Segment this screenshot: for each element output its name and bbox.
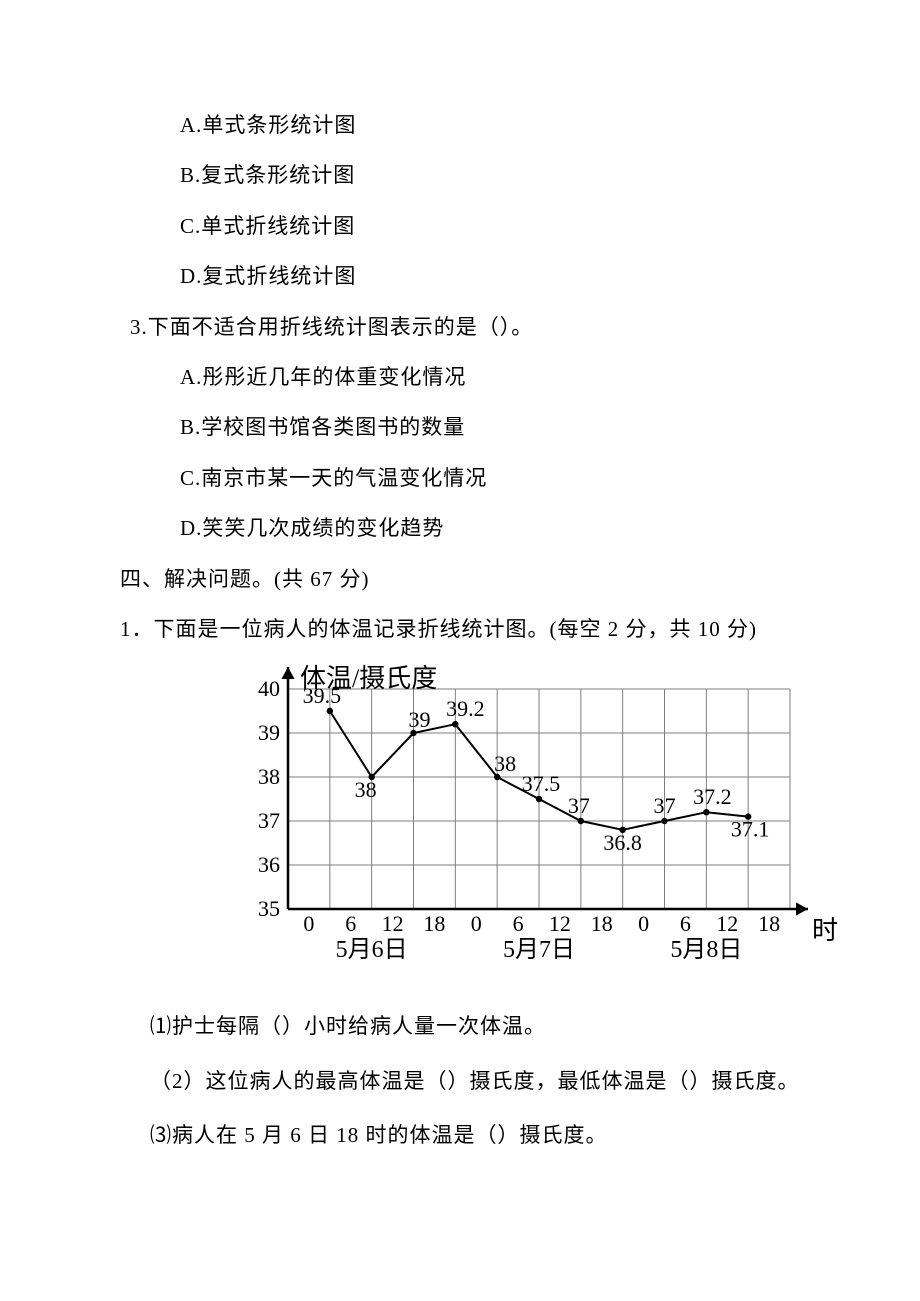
svg-text:6: 6 [680,911,691,936]
svg-text:18: 18 [423,911,445,936]
svg-text:39.5: 39.5 [303,683,342,708]
svg-text:12: 12 [382,911,404,936]
svg-text:38: 38 [355,777,377,802]
q4-1-sub1: ⑴护士每隔（）小时给病人量一次体温。 [150,999,800,1054]
svg-text:37.5: 37.5 [522,771,561,796]
svg-text:39.2: 39.2 [446,696,485,721]
q4-1-sub2: （2）这位病人的最高体温是（）摄氏度，最低体温是（）摄氏度。 [150,1054,800,1109]
svg-text:39: 39 [409,707,431,732]
svg-text:36: 36 [258,852,280,877]
q3-option-c: C.南京市某一天的气温变化情况 [180,453,800,503]
svg-text:18: 18 [758,911,780,936]
q2-option-d: D.复式折线统计图 [180,251,800,301]
svg-text:0: 0 [303,911,314,936]
q3-stem: 3.下面不适合用折线统计图表示的是（）。 [130,302,800,352]
q3-option-d: D.笑笑几次成绩的变化趋势 [180,503,800,553]
svg-text:38: 38 [494,751,516,776]
svg-text:12: 12 [716,911,738,936]
svg-text:40: 40 [258,676,280,701]
svg-text:36.8: 36.8 [603,830,642,855]
temperature-line-chart: 35 36 37 38 39 40 0 6 12 18 0 6 12 18 0 6 12 18 5月6日 5月7日 5月… [230,659,840,989]
svg-text:35: 35 [258,896,280,921]
svg-text:5月8日: 5月8日 [670,937,742,963]
svg-text:37.1: 37.1 [731,817,770,842]
svg-text:5月6日: 5月6日 [336,937,408,963]
svg-text:37: 37 [258,808,280,833]
svg-text:5月7日: 5月7日 [503,937,575,963]
svg-text:39: 39 [258,720,280,745]
q3-option-b: B.学校图书馆各类图书的数量 [180,402,800,452]
svg-text:0: 0 [638,911,649,936]
q2-option-a: A.单式条形统计图 [180,100,800,150]
svg-text:18: 18 [591,911,613,936]
svg-text:0: 0 [471,911,482,936]
svg-text:12: 12 [549,911,571,936]
svg-text:6: 6 [345,911,356,936]
q2-option-b: B.复式条形统计图 [180,150,800,200]
svg-text:6: 6 [513,911,524,936]
q4-1-sub3: ⑶病人在 5 月 6 日 18 时的体温是（）摄氏度。 [150,1108,800,1163]
svg-text:时间: 时间 [812,916,840,945]
svg-text:37: 37 [654,793,676,818]
svg-text:37.2: 37.2 [693,784,732,809]
q2-option-c: C.单式折线统计图 [180,201,800,251]
section-4-title: 四、解决问题。(共 67 分) [120,554,800,604]
q3-option-a: A.彤彤近几年的体重变化情况 [180,352,800,402]
svg-text:37: 37 [568,793,590,818]
q4-1-stem: 1．下面是一位病人的体温记录折线统计图。(每空 2 分，共 10 分) [120,604,800,654]
svg-text:38: 38 [258,764,280,789]
